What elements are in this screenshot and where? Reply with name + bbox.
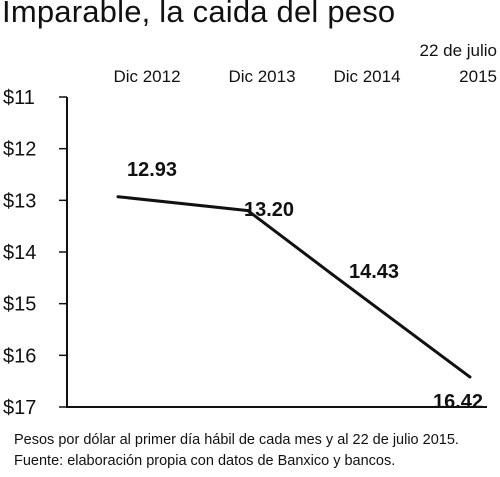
chart-footer: Pesos por dólar al primer día hábil de c…	[14, 430, 459, 472]
y-tick-label: $16	[3, 345, 36, 367]
data-value-label: 14.43	[349, 261, 399, 283]
x-category-label: 22 de julio	[419, 41, 497, 60]
series-line	[117, 195, 471, 379]
x-category-label: Dic 2014	[333, 67, 400, 86]
chart-title: Imparable, la caida del peso	[2, 0, 396, 29]
data-point	[330, 272, 334, 276]
line-chart: $11 $12 $13 $14 $15 $16 $17 Dic 2012 Dic 2013 Di…	[3, 41, 497, 419]
data-value-label: 16.42	[433, 391, 483, 413]
data-point	[116, 195, 120, 199]
x-category-label: Dic 2012	[113, 67, 180, 86]
y-tick-label: $13	[3, 190, 36, 212]
data-point	[246, 209, 250, 213]
data-value-label: 13.20	[244, 199, 294, 221]
y-tick-label: $14	[3, 242, 36, 264]
footer-source: Fuente: elaboración propia con datos de …	[14, 453, 396, 469]
y-tick-label: $11	[3, 87, 35, 109]
y-tick-label: $12	[3, 139, 36, 161]
y-tick-label: $15	[3, 294, 36, 316]
y-tick-label: $17	[3, 397, 36, 419]
data-point	[468, 375, 472, 379]
x-category-label: 2015	[459, 67, 497, 86]
x-category-label: Dic 2013	[228, 67, 295, 86]
footer-note: Pesos por dólar al primer día hábil de c…	[14, 432, 459, 448]
data-value-label: 12.93	[127, 159, 177, 181]
